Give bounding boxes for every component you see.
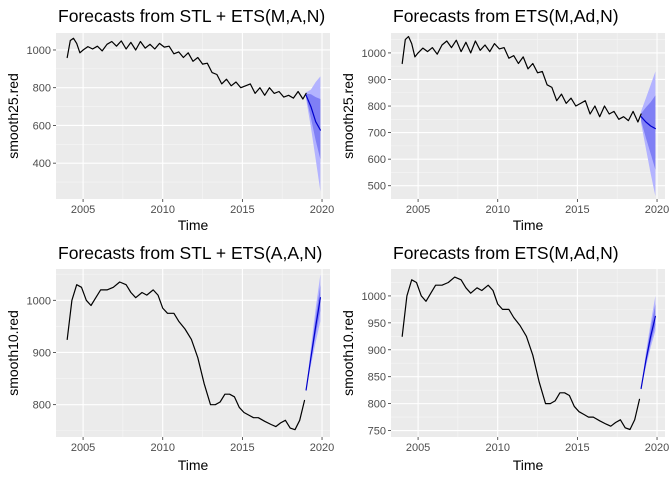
observed-series-line [401,276,641,431]
y-tick-label: 800 [368,101,386,113]
plot-background [56,33,330,199]
y-tick-label: 600 [33,120,51,132]
prediction-interval-80 [306,93,321,160]
y-tick-label: 1000 [362,291,386,303]
observed-series-line [66,37,307,100]
y-axis-label: smooth25.red [5,73,21,159]
chart-title: Forecasts from STL + ETS(A,A,N) [58,243,322,263]
chart-title: Forecasts from ETS(M,Ad,N) [393,6,619,26]
x-tick-label: 2005 [406,204,430,216]
x-tick-label: 2020 [310,204,334,216]
y-tick-label: 1000 [27,45,51,57]
x-tick-label: 2005 [71,442,95,454]
forecast-mean-line [640,315,656,390]
prediction-interval-80 [641,95,656,170]
x-tick-label: 2010 [485,204,509,216]
forecast-mean-line [305,297,321,391]
x-tick-label: 2015 [565,204,589,216]
chart-panel-4: 2005 2010 2015 2020 750 800 850 900 950 1000 Forec… [340,243,669,473]
y-axis-label: smooth10.red [340,310,356,396]
x-tick-label: 2015 [565,442,589,454]
x-tick-label: 2020 [645,204,669,216]
y-tick-label: 750 [368,426,386,438]
prediction-interval-95 [306,274,321,390]
x-tick-label: 2020 [310,442,334,454]
y-tick-label: 900 [368,345,386,357]
chart-title: Forecasts from STL + ETS(M,A,N) [58,6,325,26]
y-tick-label: 800 [33,400,51,412]
x-tick-label: 2005 [71,204,95,216]
x-tick-label: 2015 [230,204,254,216]
chart-title: Forecasts from ETS(M,Ad,N) [393,243,619,263]
observed-series-line [401,35,642,123]
y-tick-label: 500 [368,181,386,193]
y-tick-label: 800 [368,399,386,411]
chart-panel-2: 2005 2010 2015 2020 500 600 700 800 900 1000 Forec… [340,6,669,233]
y-tick-label: 900 [33,347,51,359]
y-tick-label: 950 [368,318,386,330]
x-axis-label: Time [178,217,209,233]
x-tick-label: 2010 [485,442,509,454]
y-tick-label: 900 [368,74,386,86]
chart-panel-1: 2005 2010 2015 2020 400 600 800 1000 Forecasts f… [5,6,334,233]
chart-panel-3: 2005 2010 2015 2020 800 900 1000 Forecasts from… [5,243,334,473]
x-axis-label: Time [513,217,544,233]
x-tick-label: 2010 [150,442,174,454]
y-tick-label: 1000 [27,295,51,307]
plot-background [391,269,665,437]
x-tick-label: 2010 [150,204,174,216]
y-axis-label: smooth10.red [5,310,21,396]
x-axis-label: Time [178,457,209,473]
plot-background [391,33,665,199]
y-tick-label: 700 [368,128,386,140]
x-tick-label: 2015 [230,442,254,454]
y-axis-label: smooth25.red [340,73,356,159]
forecast-mean-line [640,116,656,130]
y-tick-label: 850 [368,372,386,384]
forecast-mean-line [305,94,321,131]
observed-series-line [66,281,306,431]
y-tick-label: 600 [368,154,386,166]
x-tick-label: 2005 [406,442,430,454]
x-tick-label: 2020 [645,442,669,454]
y-tick-label: 400 [33,158,51,170]
x-axis-label: Time [513,457,544,473]
y-tick-label: 800 [33,83,51,95]
y-tick-label: 1000 [362,48,386,60]
